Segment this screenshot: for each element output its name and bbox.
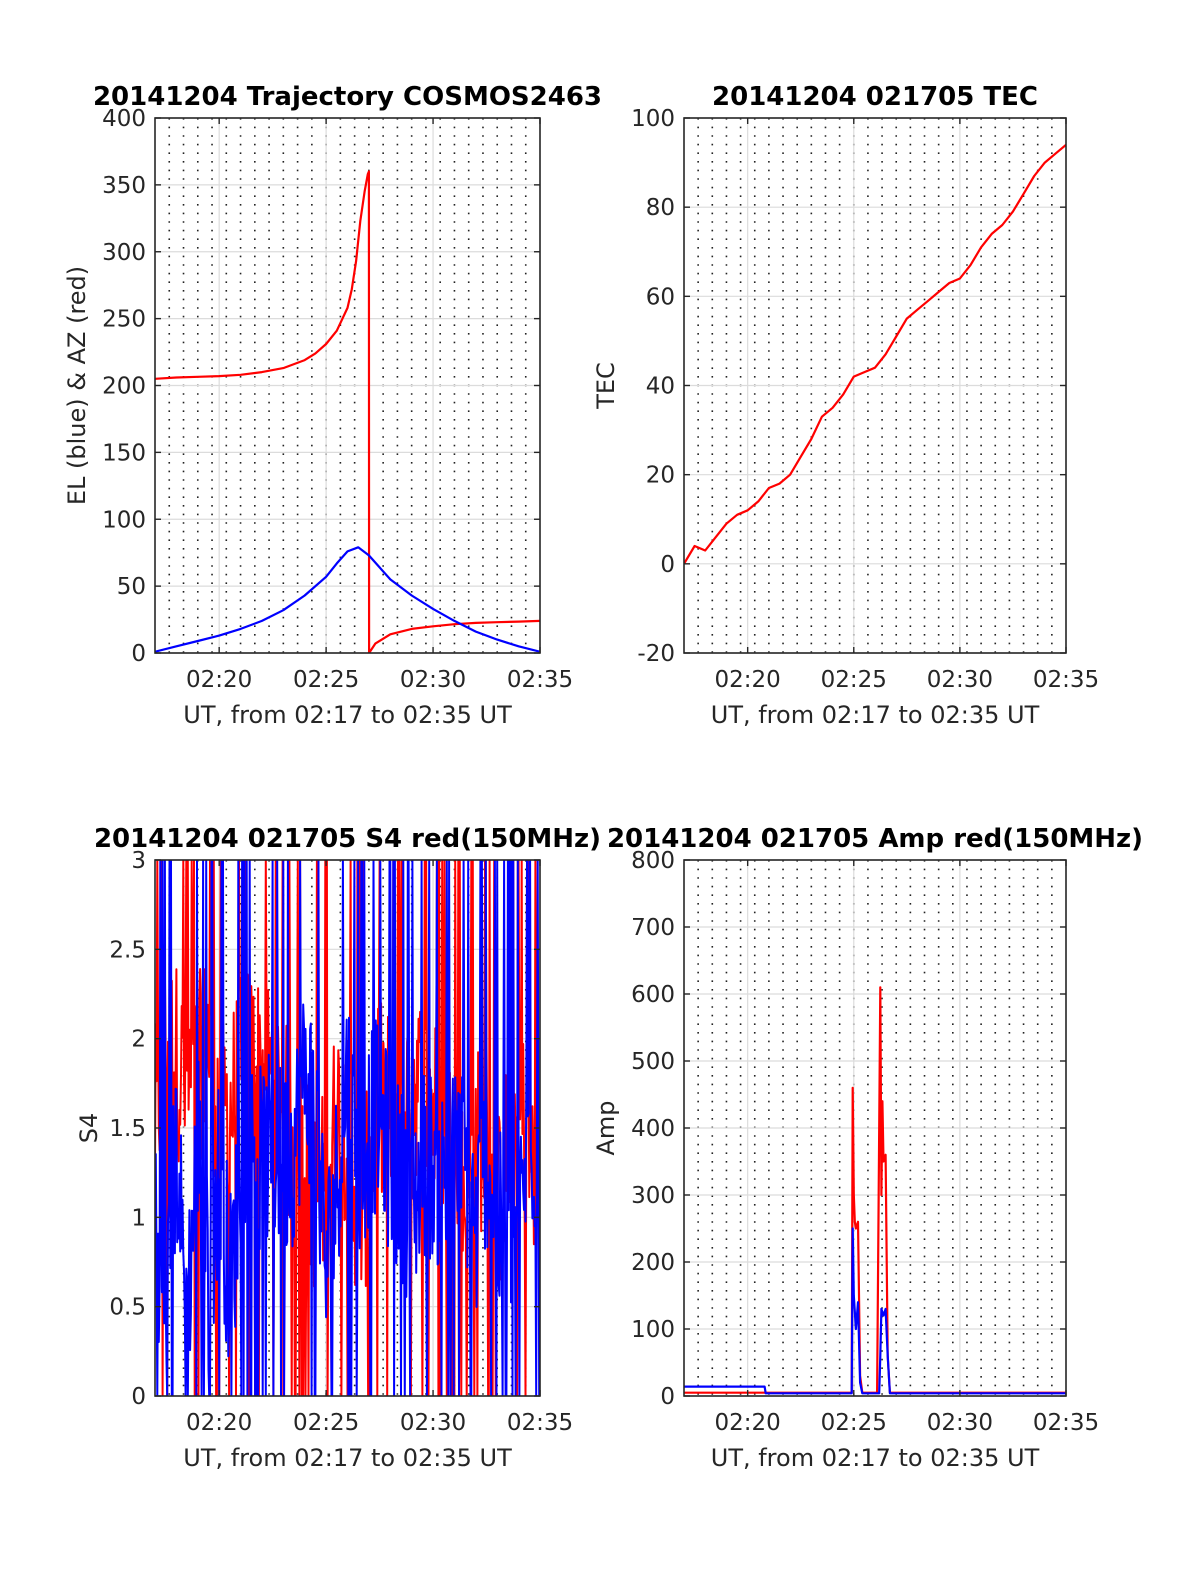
y-tick-label: 0 <box>660 1384 675 1410</box>
series-group <box>155 860 540 1396</box>
x-tick-label: 02:35 <box>507 1410 573 1436</box>
y-tick-label: -20 <box>637 641 675 667</box>
series-line-0 <box>155 860 540 1396</box>
y-tick-label: 0 <box>131 1384 146 1410</box>
x-tick-label: 02:30 <box>927 667 993 693</box>
y-tick-label: 300 <box>102 240 146 266</box>
chart-0: 02:20 02:25 02:30 02:35 0 50 100 150 200 250 300 35… <box>63 82 602 729</box>
x-tick-label: 02:30 <box>400 1410 466 1436</box>
y-axis-label: Amp <box>592 1100 620 1155</box>
x-tick-label: 02:20 <box>186 1410 252 1436</box>
x-axis-label: UT, from 02:17 to 02:35 UT <box>183 1444 512 1472</box>
y-tick-label: 1.5 <box>109 1116 146 1142</box>
x-tick-label: 02:30 <box>400 667 466 693</box>
x-tick-label: 02:30 <box>927 1410 993 1436</box>
y-tick-label: 150 <box>102 440 146 466</box>
x-tick-label: 02:25 <box>293 1410 359 1436</box>
series-group <box>684 986 1066 1395</box>
y-tick-label: 350 <box>102 173 146 199</box>
x-axis-label: UT, from 02:17 to 02:35 UT <box>183 701 512 729</box>
series-line-1 <box>684 1227 1066 1395</box>
y-tick-label: 200 <box>631 1250 675 1276</box>
x-axis-label: UT, from 02:17 to 02:35 UT <box>711 1444 1040 1472</box>
series-line-1 <box>155 860 540 1396</box>
y-tick-label: 300 <box>631 1183 675 1209</box>
y-tick-label: 0 <box>660 552 675 578</box>
x-tick-label: 02:35 <box>507 667 573 693</box>
y-axis-label: TEC <box>592 362 620 410</box>
x-tick-label: 02:20 <box>715 1410 781 1436</box>
x-tick-label: 02:35 <box>1033 667 1099 693</box>
y-tick-label: 2.5 <box>109 937 146 963</box>
x-tick-label: 02:35 <box>1033 1410 1099 1436</box>
y-tick-label: 800 <box>631 848 675 874</box>
y-tick-label: 20 <box>646 463 675 489</box>
y-tick-label: 50 <box>117 574 146 600</box>
x-tick-label: 02:20 <box>186 667 252 693</box>
y-tick-label: 1 <box>131 1205 146 1231</box>
y-tick-label: 60 <box>646 284 675 310</box>
x-axis-label: UT, from 02:17 to 02:35 UT <box>711 701 1040 729</box>
y-axis-label: EL (blue) & AZ (red) <box>63 266 91 505</box>
series-line-0 <box>155 170 540 653</box>
series-line-1 <box>155 546 540 653</box>
series-line-0 <box>684 143 1066 565</box>
chart-3: 02:20 02:25 02:30 02:35 0 100 200 300 400 500 600 7… <box>592 824 1143 1472</box>
series-group <box>155 170 540 653</box>
y-tick-label: 250 <box>102 307 146 333</box>
chart-title: 20141204 021705 Amp red(150MHz) <box>607 824 1143 854</box>
chart-1: 02:20 02:25 02:30 02:35 -20 0 20 40 60 80 100 20141… <box>592 82 1099 729</box>
y-tick-label: 100 <box>631 106 675 132</box>
y-tick-label: 700 <box>631 915 675 941</box>
y-tick-label: 3 <box>131 848 146 874</box>
y-tick-label: 2 <box>131 1027 146 1053</box>
x-tick-label: 02:20 <box>715 667 781 693</box>
y-axis-label: S4 <box>75 1113 103 1144</box>
x-tick-label: 02:25 <box>293 667 359 693</box>
y-tick-label: 80 <box>646 195 675 221</box>
y-tick-label: 100 <box>631 1317 675 1343</box>
y-tick-label: 100 <box>102 507 146 533</box>
y-tick-label: 200 <box>102 374 146 400</box>
y-tick-label: 0 <box>131 641 146 667</box>
y-tick-label: 0.5 <box>109 1295 146 1321</box>
chart-title: 20141204 021705 S4 red(150MHz) <box>94 824 601 854</box>
series-group <box>684 143 1066 565</box>
y-tick-label: 400 <box>631 1116 675 1142</box>
y-tick-label: 500 <box>631 1049 675 1075</box>
y-tick-label: 400 <box>102 106 146 132</box>
y-tick-label: 600 <box>631 982 675 1008</box>
chart-2: 02:20 02:25 02:30 02:35 0 0.5 1 1.5 2 2.5 32014120… <box>75 824 601 1472</box>
x-tick-label: 02:25 <box>821 667 887 693</box>
chart-title: 20141204 021705 TEC <box>712 82 1038 112</box>
x-tick-label: 02:25 <box>821 1410 887 1436</box>
y-tick-label: 40 <box>646 374 675 400</box>
chart-title: 20141204 Trajectory COSMOS2463 <box>93 82 602 112</box>
